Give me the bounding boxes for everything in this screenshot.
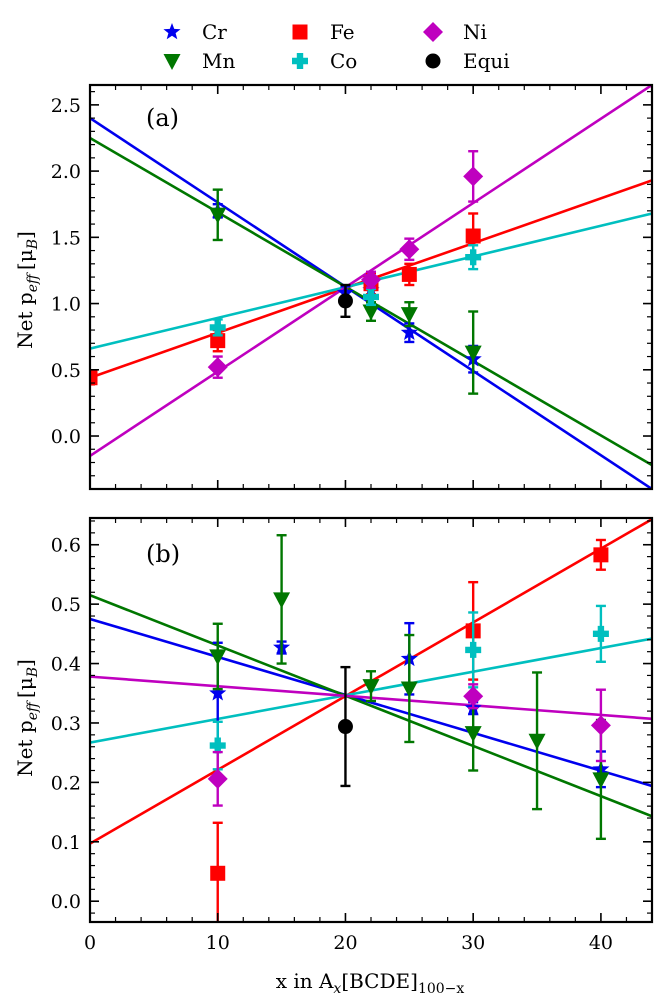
panel-b-ytick-label: 0.2 (51, 772, 81, 794)
panel-a-point-co (465, 249, 482, 266)
panel-a-point-fe (90, 370, 98, 386)
panel-a-point-ni (399, 239, 420, 260)
panel-b-point-ni (207, 768, 228, 789)
legend-item-fe: Fe (292, 20, 355, 44)
panel-a-point-equi (337, 293, 353, 309)
panel-b-point-co (209, 737, 226, 754)
legend-item-equi: Equi (425, 49, 510, 73)
panel-b-point-mn (273, 592, 291, 609)
panel-b-point-co (465, 641, 482, 658)
panel-a-point-cr (400, 323, 418, 340)
panel-b-point-equi (337, 719, 353, 735)
panel-a-point-fe (401, 266, 417, 282)
panel-b-plot-area (90, 518, 652, 922)
legend-marker-mn (163, 54, 181, 70)
panel-a-point-mn (464, 345, 482, 362)
panel-b-point-fe (593, 547, 609, 563)
panel-b-xtick-label: 30 (461, 932, 485, 954)
panel-a-point-ni (361, 269, 381, 290)
panel-a-point-mn (400, 307, 418, 324)
legend-item-ni: Ni (423, 20, 487, 44)
panel-a-point-ni (463, 166, 484, 187)
panel-b-ytick-label: 0.1 (51, 832, 81, 854)
panel-a-ytick-label: 0.0 (51, 426, 81, 448)
panel-b-xtick-label: 40 (589, 932, 613, 954)
legend-marker-co (292, 53, 308, 69)
panel-a-point-mn (209, 207, 227, 224)
panel-b-point-fe (210, 865, 226, 881)
panel-b-ytick-label: 0.5 (51, 594, 81, 616)
legend-label-cr: Cr (202, 20, 227, 44)
panel-b-label: (b) (146, 540, 180, 568)
panel-b-fit-line-mn (90, 594, 652, 818)
panel-a: (a) 0.0 0.5 1.0 1.5 2.0 2.5 (51, 83, 654, 491)
panel-a-point-ni (207, 357, 228, 378)
panel-b-point-mn (400, 681, 418, 698)
legend-item-co: Co (292, 49, 357, 73)
panel-a-ytick-label: 1.5 (51, 227, 81, 249)
panel-b-xtick-label: 20 (333, 932, 357, 954)
panel-a-point-co (209, 319, 226, 336)
panel-b-point-ni (590, 715, 611, 736)
panel-a-point-co (363, 288, 379, 305)
panel-a-ytick-label: 2.5 (51, 95, 81, 117)
panel-b-point-mn (464, 726, 482, 743)
x-axis-label: x in Ax[BCDE]100−x (276, 969, 465, 997)
panel-b-fit-line-cr (90, 617, 652, 788)
legend-marker-cr (163, 23, 181, 40)
legend-label-co: Co (330, 49, 357, 73)
panel-b-point-ni (463, 686, 484, 707)
legend-item-mn: Mn (163, 49, 235, 73)
legend-marker-equi (425, 53, 441, 69)
panel-a-ytick-label: 2.0 (51, 161, 81, 183)
panel-b-ytick-label: 0.6 (51, 535, 81, 557)
panel-a-plot-area (90, 85, 652, 489)
legend-item-cr: Cr (163, 20, 227, 44)
legend-label-ni: Ni (463, 20, 487, 44)
legend-marker-ni (423, 22, 443, 42)
panel-b-point-mn (592, 772, 610, 789)
panel-a-point-fe (210, 333, 226, 349)
panel-a-ytick-label: 0.5 (51, 360, 81, 382)
panel-a-ytick-label: 1.0 (51, 294, 81, 316)
legend-label-equi: Equi (463, 49, 510, 73)
panel-a-point-mn (362, 304, 380, 321)
panel-b-xtick-label: 10 (206, 932, 230, 954)
panel-a-point-fe (465, 228, 481, 244)
panel-b-frame (88, 516, 654, 924)
panel-b-point-mn (209, 649, 227, 666)
panel-b-point-mn (528, 733, 546, 750)
panel-a-label: (a) (146, 104, 179, 132)
panel-b-xtick-label: 0 (84, 932, 96, 954)
panel-b-ytick-label: 0.3 (51, 713, 81, 735)
legend: Cr Fe Ni Mn Co Equi (163, 20, 510, 73)
panel-b: (b) 0 10 20 30 40 0.0 0.1 0.2 0.3 0.4 0.5 0.6 (51, 516, 654, 954)
panel-b-point-mn (362, 679, 380, 696)
panel-b-ytick-label: 0.4 (51, 654, 81, 676)
panel-a-ylabel: Net peff[μB] (13, 231, 41, 349)
panel-b-point-cr (209, 684, 227, 701)
panel-b-ylabel: Net peff[μB] (13, 659, 41, 777)
legend-label-mn: Mn (202, 49, 235, 73)
legend-marker-fe (292, 24, 308, 40)
panel-b-ytick-label: 0.0 (51, 891, 81, 913)
panel-b-point-co (592, 625, 609, 642)
legend-label-fe: Fe (330, 20, 355, 44)
